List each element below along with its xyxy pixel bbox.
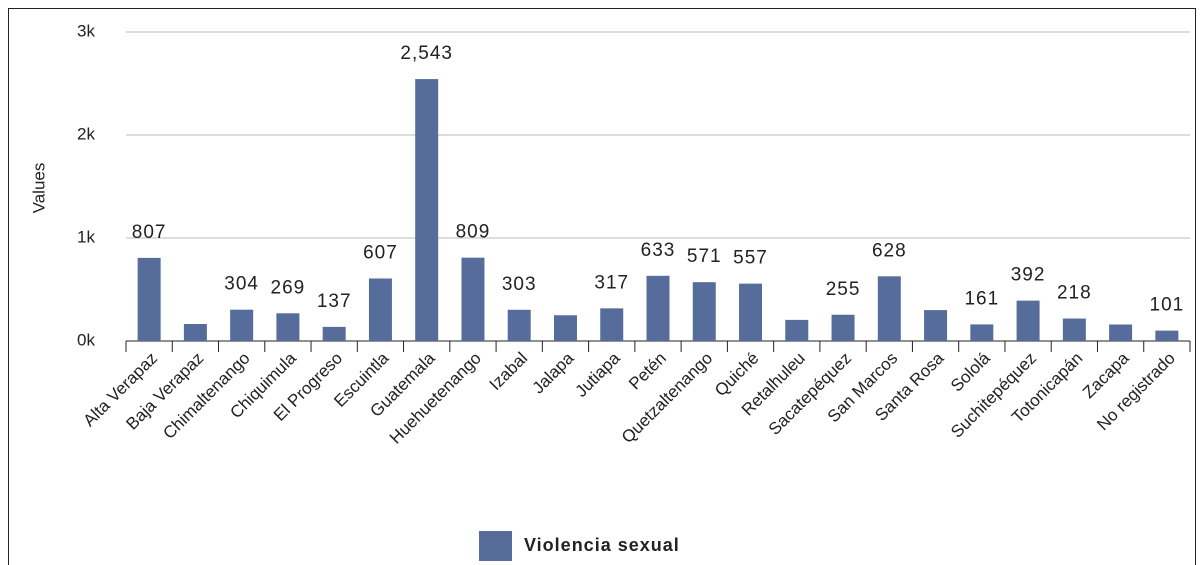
y-axis-label: Values xyxy=(29,163,48,214)
bar xyxy=(970,324,994,341)
bar xyxy=(600,308,624,341)
y-tick-label: 2k xyxy=(77,124,95,143)
value-label: 269 xyxy=(271,277,306,298)
value-label: 392 xyxy=(1011,265,1046,286)
bar xyxy=(183,324,207,341)
bar xyxy=(461,257,485,341)
bar xyxy=(276,313,300,341)
y-tick-label: 3k xyxy=(77,21,95,40)
value-label: 633 xyxy=(641,240,676,261)
bar xyxy=(137,257,161,341)
value-label: 137 xyxy=(317,291,352,312)
bar xyxy=(1109,324,1133,341)
x-tick-label: Jalapa xyxy=(529,348,578,397)
value-label: 628 xyxy=(872,240,907,261)
value-label: 218 xyxy=(1057,283,1092,304)
value-label: 161 xyxy=(964,288,999,309)
bar xyxy=(553,315,577,341)
value-label: 317 xyxy=(594,272,629,293)
value-label: 557 xyxy=(733,248,768,269)
value-label: 101 xyxy=(1150,295,1185,316)
y-tick-label: 1k xyxy=(77,227,95,246)
bar xyxy=(785,319,809,341)
bar xyxy=(877,276,901,341)
value-label: 571 xyxy=(687,246,722,267)
value-label: 303 xyxy=(502,274,537,295)
legend-label: Violencia sexual xyxy=(524,535,680,555)
bar xyxy=(1016,300,1040,341)
y-tick-label: 0k xyxy=(77,330,95,349)
bar xyxy=(739,283,763,341)
bar xyxy=(1155,330,1179,341)
bar xyxy=(831,314,855,341)
value-label: 809 xyxy=(456,222,491,243)
value-label: 2,543 xyxy=(400,43,453,64)
value-label: 807 xyxy=(132,222,167,243)
x-tick-label: Jutiapa xyxy=(572,348,625,401)
bar xyxy=(646,275,670,341)
bar xyxy=(1062,318,1086,341)
bar xyxy=(322,326,346,341)
bar xyxy=(507,309,531,341)
bar xyxy=(230,309,254,341)
value-label: 607 xyxy=(363,242,398,263)
bar xyxy=(368,278,392,341)
bar xyxy=(415,79,439,342)
legend-swatch xyxy=(479,531,512,561)
chart-frame xyxy=(8,8,1196,565)
value-label: 255 xyxy=(826,279,861,300)
x-tick-label: Izabal xyxy=(486,349,532,395)
bar xyxy=(692,282,716,341)
x-tick-label: Petén xyxy=(625,349,670,394)
value-label: 304 xyxy=(224,274,259,295)
bar xyxy=(924,310,948,341)
